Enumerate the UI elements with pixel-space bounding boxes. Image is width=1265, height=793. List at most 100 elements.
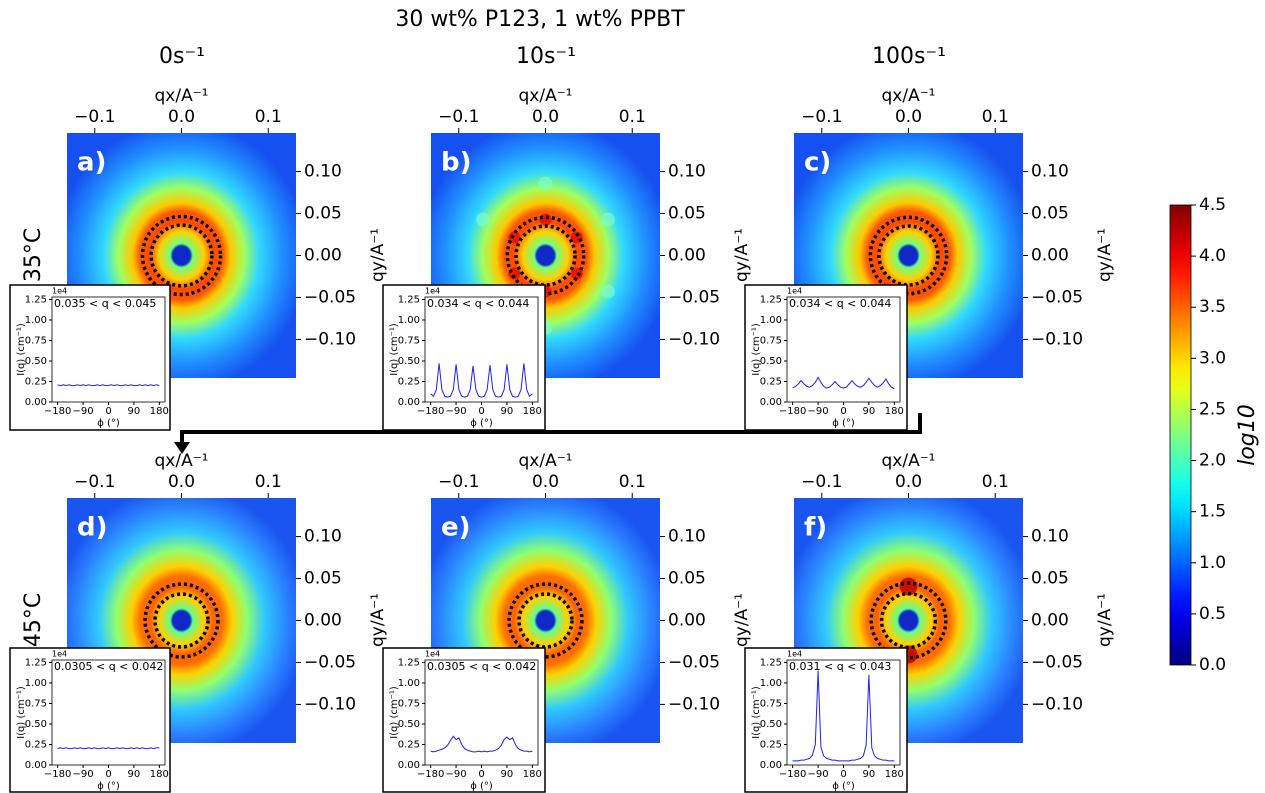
- inset-x-tick-label: −180: [779, 406, 806, 417]
- inset-y-tick-label: 1.00: [398, 315, 420, 326]
- inset-y-tick-label: 1.00: [398, 678, 420, 689]
- inset-y-label: I(q) (cm⁻¹): [389, 323, 400, 376]
- inset-offset: 1e4: [787, 287, 802, 296]
- x-tick-label: 0.1: [619, 472, 646, 492]
- colorbar-tick-label: 2.5: [1199, 399, 1226, 419]
- y-tick-label: 0.05: [668, 569, 706, 589]
- x-tick-label: 0.0: [532, 107, 559, 127]
- q-ring: [507, 582, 584, 659]
- inset: −180 −90 0 90 180 0.00 0.25 0.50 0.75 1.00 1.25 1e4…: [9, 284, 171, 431]
- panel-label: b): [441, 148, 472, 178]
- y-tick-label: −0.05: [668, 287, 720, 307]
- inset-line: [792, 670, 895, 762]
- x-tick-label: 0.1: [619, 107, 646, 127]
- y-tick-label: 0.00: [1031, 246, 1069, 266]
- inset-offset: 1e4: [787, 650, 802, 659]
- y-tick-label: −0.05: [304, 287, 356, 307]
- x-tick-label: 0.0: [168, 472, 195, 492]
- arrow-head: [174, 442, 190, 454]
- inset-y-tick-label: 1.00: [25, 678, 47, 689]
- inset-x-tick-label: 0: [840, 769, 846, 780]
- x-tick-label: −0.1: [74, 472, 115, 492]
- inset-y-label: I(q) (cm⁻¹): [389, 686, 400, 739]
- y-tick-label: 0.10: [668, 162, 706, 182]
- y-axis-label: qy/A⁻¹: [732, 593, 752, 647]
- x-tick-label: −0.1: [801, 107, 842, 127]
- inset-x-tick-label: 180: [523, 769, 542, 780]
- inset-y-tick-label: 0.75: [398, 698, 420, 709]
- inset-y-tick-label: 1.25: [398, 294, 420, 305]
- q-ring: [149, 223, 214, 288]
- x-tick-label: 0.1: [255, 107, 282, 127]
- inset-x-label: ϕ (°): [470, 781, 493, 792]
- inset-y-tick-label: 1.00: [760, 315, 782, 326]
- inset-x-label: ϕ (°): [832, 781, 855, 792]
- q-ring: [514, 224, 577, 287]
- bragg-spot: [600, 284, 615, 299]
- x-tick-label: 0.1: [982, 107, 1009, 127]
- inset-y-tick-label: 0.50: [398, 719, 420, 730]
- y-tick-label: 0.10: [304, 527, 342, 547]
- q-ring: [505, 215, 586, 296]
- x-axis-label: qx/A⁻¹: [882, 86, 936, 106]
- y-tick-label: −0.10: [668, 329, 720, 349]
- colorbar-tick-label: 0.0: [1199, 655, 1226, 675]
- y-tick-label: −0.10: [1031, 329, 1083, 349]
- inset-line: [792, 376, 895, 390]
- y-tick-label: 0.00: [668, 611, 706, 631]
- inset-annotation: 0.034 < q < 0.044: [789, 297, 891, 310]
- colorbar-fill: [1169, 204, 1192, 666]
- x-axis-label: qx/A⁻¹: [155, 451, 209, 471]
- colorbar-label: log10: [1235, 404, 1260, 466]
- inset-x-tick-label: 180: [885, 406, 904, 417]
- inset-y-label: I(q) (cm⁻¹): [751, 686, 762, 739]
- inset-y-tick-label: 0.75: [25, 335, 47, 346]
- q-ring: [517, 592, 574, 649]
- colorbar-tick-label: 3.0: [1199, 348, 1226, 368]
- panel-label: f): [804, 513, 827, 543]
- inset-y-tick-label: 0.25: [25, 376, 47, 387]
- inset-box: [744, 647, 908, 793]
- colorbar-tick-label: 1.5: [1199, 502, 1226, 522]
- inset-y-tick-label: 0.50: [25, 719, 47, 730]
- y-tick-label: 0.00: [668, 246, 706, 266]
- inset-x-tick-label: −90: [73, 406, 94, 417]
- inset-x-tick-label: 90: [863, 406, 876, 417]
- x-tick-label: 0.1: [255, 472, 282, 492]
- image-panel: d) −0.1 0.0 0.1 0.10 0.05 0.00 −0.05 −0.10 qx/A⁻¹…: [67, 451, 388, 743]
- insets: −180 −90 0 90 180 0.00 0.25 0.50 0.75 1.00 1.25 1e4…: [9, 284, 908, 793]
- row-label: 35°C: [21, 228, 46, 282]
- inset: −180 −90 0 90 180 0.00 0.25 0.50 0.75 1.00 1.25 1e4…: [744, 647, 908, 793]
- x-tick-label: −0.1: [438, 107, 479, 127]
- y-tick-label: 0.10: [668, 527, 706, 547]
- column-header: 0s⁻¹: [159, 44, 205, 69]
- bragg-spot: [600, 212, 615, 227]
- bragg-spot: [570, 231, 583, 244]
- inset-y-tick-label: 1.00: [760, 678, 782, 689]
- inset-y-tick-label: 1.25: [760, 657, 782, 668]
- bragg-spot: [570, 267, 583, 280]
- colorbar-tick-label: 2.0: [1199, 451, 1226, 471]
- inset-annotation: 0.034 < q < 0.044: [427, 297, 529, 310]
- y-tick-label: 0.05: [304, 569, 342, 589]
- x-tick-label: 0.0: [895, 472, 922, 492]
- inset-x-tick-label: −90: [446, 406, 467, 417]
- inset-offset: 1e4: [425, 650, 440, 659]
- panel-label: d): [77, 513, 108, 543]
- y-axis-label: qy/A⁻¹: [732, 228, 752, 282]
- inset-y-tick-label: 0.25: [760, 739, 782, 750]
- bragg-spot: [539, 213, 552, 226]
- inset-x-tick-label: −180: [779, 769, 806, 780]
- inset-annotation: 0.0305 < q < 0.042: [54, 660, 163, 673]
- inset-box: [382, 284, 546, 431]
- inset-y-tick-label: 0.50: [25, 356, 47, 367]
- inset-y-tick-label: 1.25: [398, 657, 420, 668]
- y-tick-label: −0.10: [668, 694, 720, 714]
- colorbar-tick-label: 0.5: [1199, 604, 1226, 624]
- y-tick-label: −0.05: [1031, 652, 1083, 672]
- q-ring: [153, 592, 210, 649]
- inset-x-tick-label: 180: [523, 406, 542, 417]
- arrow: [180, 413, 922, 444]
- q-ring: [869, 581, 948, 660]
- inset-x-tick-label: 90: [128, 769, 141, 780]
